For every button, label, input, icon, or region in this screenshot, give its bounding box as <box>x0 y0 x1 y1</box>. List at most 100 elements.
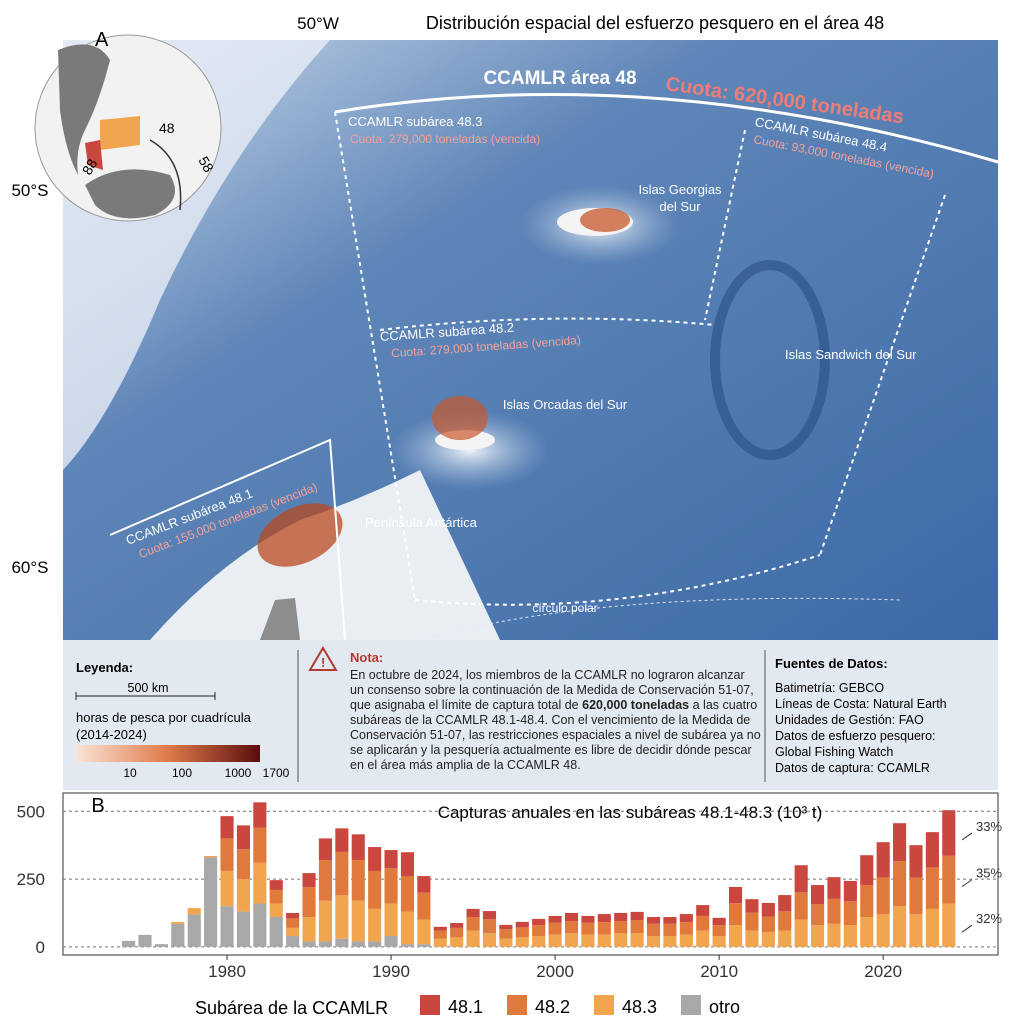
bar-segment <box>384 936 398 947</box>
bar-segment <box>302 917 316 942</box>
bar-segment <box>318 900 333 942</box>
bar-segment <box>925 908 939 947</box>
bar-segment <box>745 899 759 913</box>
bar-segment <box>302 887 316 918</box>
bar-segment <box>663 917 677 924</box>
bar-segment <box>499 938 513 947</box>
source-item: Unidades de Gestión: FAO <box>775 713 924 727</box>
source-item: Global Fishing Watch <box>775 745 893 759</box>
bar-segment <box>253 903 267 947</box>
bar-segment <box>811 925 825 947</box>
trench <box>710 260 830 460</box>
bar-segment <box>893 906 907 947</box>
bar-segment <box>499 929 513 939</box>
bar-segment <box>827 923 841 947</box>
bar-segment <box>187 908 201 915</box>
inset-land <box>58 44 110 175</box>
inset-land <box>85 169 175 219</box>
area-boundary <box>334 92 999 164</box>
colorbar <box>76 745 260 762</box>
bar-segment <box>761 902 775 917</box>
bar-segment <box>909 914 923 947</box>
bar-segment <box>417 944 431 947</box>
bar-segment <box>450 927 464 938</box>
bar-segment <box>220 906 234 947</box>
bar-segment <box>368 870 382 909</box>
bar-segment <box>351 900 365 942</box>
legend-title: Leyenda: <box>76 660 133 675</box>
bar-segment <box>368 847 382 871</box>
bar-segment <box>236 849 250 880</box>
bar-segment <box>187 914 201 947</box>
inset-area <box>85 140 103 170</box>
colorbar-label: 1000 <box>225 766 252 780</box>
area-name: CCAMLR área 48 <box>483 68 636 89</box>
bar-segment <box>581 934 595 947</box>
place-label: Península Antártica <box>365 515 478 530</box>
fishing-effort <box>257 503 343 567</box>
legend-swatch <box>507 995 527 1015</box>
bar-segment <box>548 915 562 923</box>
bar-segment <box>318 941 333 947</box>
bar-segment <box>220 816 234 839</box>
bar-segment <box>236 825 250 850</box>
bar-segment <box>696 915 710 931</box>
bar-segment <box>614 933 628 947</box>
colorbar-label: 100 <box>172 766 192 780</box>
legend-swatch <box>420 995 440 1015</box>
note-text: a las cuatro subáreas de la CCAMLR 48.1-… <box>350 698 761 772</box>
bar-segment <box>384 850 398 869</box>
bar-segment <box>876 877 890 915</box>
legend-caption: horas de pesca por cuadrícula <box>76 710 252 725</box>
share-annotation: 35% <box>976 866 1002 881</box>
bar-segment <box>679 922 693 935</box>
bar-segment <box>302 941 316 947</box>
bar-segment <box>335 851 349 896</box>
bar-segment <box>843 925 857 947</box>
fishing-effort <box>432 396 488 440</box>
bar-segment <box>827 898 841 924</box>
bar-segment <box>646 917 661 924</box>
bar-segment <box>860 917 874 947</box>
ice-shelf <box>150 470 500 640</box>
bar-segment <box>450 923 464 928</box>
bar-segment <box>564 933 579 947</box>
bar-segment <box>630 933 644 947</box>
bar-segment <box>532 925 546 937</box>
bar-segment <box>122 940 136 947</box>
bar-segment <box>630 920 644 934</box>
bar-segment <box>269 889 283 904</box>
bar-segment <box>909 877 923 915</box>
panel-label: B <box>91 795 104 817</box>
subarea-quota: Cuota: 279,000 toneladas (vencida) <box>350 132 540 146</box>
bar-segment <box>597 922 611 935</box>
bar-segment <box>220 838 234 871</box>
place-label: Islas Sandwich del Sur <box>785 347 917 362</box>
place-label: Islas Orcadas del Sur <box>503 397 628 412</box>
bar-segment <box>548 922 562 935</box>
note-title: Nota: <box>350 650 383 665</box>
bar-segment <box>860 885 874 918</box>
bar-segment <box>482 933 497 947</box>
bar-segment <box>679 914 693 923</box>
bar-segment <box>318 838 333 861</box>
bar-segment <box>581 915 595 923</box>
bar-segment <box>581 922 595 935</box>
bar-segment <box>925 867 939 909</box>
bar-segment <box>269 880 283 890</box>
legend-label: 48.1 <box>448 997 483 1017</box>
bar-segment <box>482 911 497 920</box>
chart: 0 250 500 1980 1990 2000 2010 2020 33% 35% 32% <box>17 802 1003 981</box>
bar-segment <box>925 832 939 868</box>
bar-segment <box>286 927 300 937</box>
bar-segment <box>335 895 349 939</box>
colorbar-label: 10 <box>123 766 137 780</box>
inset-label: 88 <box>79 156 101 178</box>
bar-segment <box>876 842 890 878</box>
bar-segment <box>794 919 808 947</box>
place-label: círculo polar <box>532 601 597 615</box>
y-tick-label: 0 <box>36 938 45 957</box>
chart-title: Capturas anuales en las subáreas 48.1-48… <box>438 803 823 822</box>
bar-segment <box>712 925 726 937</box>
source-item: Batimetría: GEBCO <box>775 681 884 695</box>
